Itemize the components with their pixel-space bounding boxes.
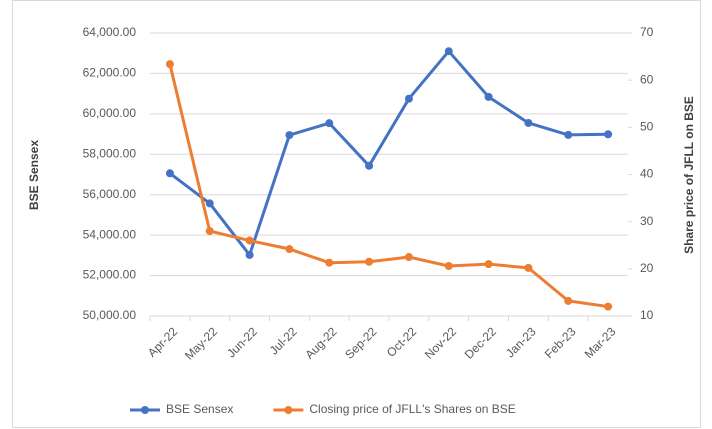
series-marker [484,260,493,269]
y-tick-label: 64,000.00 [83,25,137,39]
series-marker [245,250,254,259]
y-tick-label: 52,000.00 [83,268,137,282]
series-marker [285,131,294,140]
series-marker [444,47,453,56]
series-line [169,49,609,257]
series-marker [205,227,214,236]
y2-tick-label: 20 [640,261,654,275]
y2-tick-label: 30 [640,214,654,228]
series-marker [564,130,573,139]
series-marker [205,199,214,208]
series-marker [365,257,374,266]
series-line [168,63,609,309]
series-marker [524,118,533,127]
series-marker [165,169,174,178]
legend-label: Closing price of JFLL's Shares on BSE [309,402,515,416]
legend-marker [141,406,149,414]
chart-frame [12,0,701,428]
series-marker [564,296,573,305]
y-tick-label: 54,000.00 [83,227,137,241]
series-marker [604,302,613,311]
y2-tick-label: 40 [640,167,654,181]
series-marker [404,94,413,103]
series-marker [325,258,334,267]
series-marker [604,130,613,139]
y2-tick-label: 70 [640,25,654,39]
series-marker [444,262,453,271]
legend-marker [284,406,293,414]
series-marker [524,263,533,272]
y-tick-label: 58,000.00 [83,146,137,160]
series-marker [484,92,493,101]
series-marker [365,161,374,170]
y2-tick-label: 60 [640,72,654,86]
series-marker [165,60,174,69]
legend-label: BSE Sensex [166,402,233,416]
series-marker [245,236,254,245]
series-marker [285,245,294,254]
y-tick-label: 60,000.00 [83,106,137,120]
series-marker [325,119,334,128]
y-axis-title: BSE Sensex [27,140,41,210]
y2-axis-title: Share price of JFLL on BSE [682,96,696,254]
y2-tick-label: 10 [640,308,654,322]
y2-tick-label: 50 [640,120,654,134]
series-marker [404,253,413,262]
y-tick-label: 50,000.00 [83,308,137,322]
y-tick-label: 56,000.00 [83,187,137,201]
y-tick-label: 62,000.00 [83,66,137,80]
